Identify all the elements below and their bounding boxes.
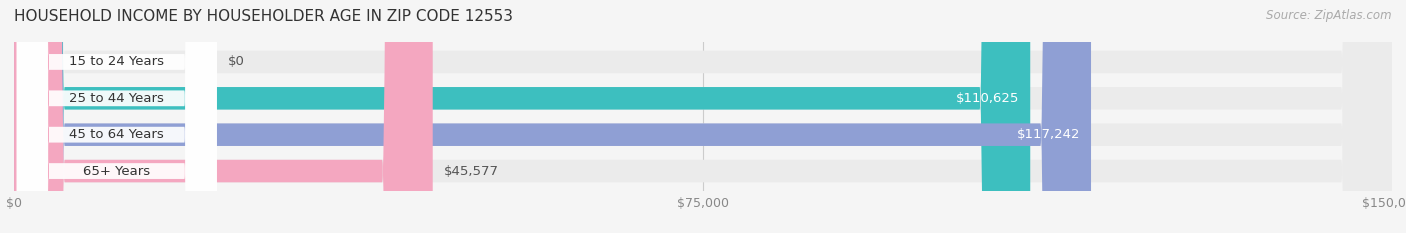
Text: $0: $0 <box>228 55 245 69</box>
FancyBboxPatch shape <box>14 0 433 233</box>
Text: Source: ZipAtlas.com: Source: ZipAtlas.com <box>1267 9 1392 22</box>
Text: 25 to 44 Years: 25 to 44 Years <box>69 92 165 105</box>
Text: 45 to 64 Years: 45 to 64 Years <box>69 128 165 141</box>
Text: HOUSEHOLD INCOME BY HOUSEHOLDER AGE IN ZIP CODE 12553: HOUSEHOLD INCOME BY HOUSEHOLDER AGE IN Z… <box>14 9 513 24</box>
Text: $45,577: $45,577 <box>444 164 499 178</box>
FancyBboxPatch shape <box>14 0 1031 233</box>
FancyBboxPatch shape <box>17 0 217 233</box>
FancyBboxPatch shape <box>14 0 1392 233</box>
FancyBboxPatch shape <box>14 0 1091 233</box>
FancyBboxPatch shape <box>14 0 1392 233</box>
Text: $117,242: $117,242 <box>1017 128 1080 141</box>
Text: $110,625: $110,625 <box>956 92 1019 105</box>
FancyBboxPatch shape <box>17 0 217 233</box>
FancyBboxPatch shape <box>14 0 1392 233</box>
FancyBboxPatch shape <box>17 0 217 233</box>
Text: 15 to 24 Years: 15 to 24 Years <box>69 55 165 69</box>
FancyBboxPatch shape <box>14 0 1392 233</box>
Text: 65+ Years: 65+ Years <box>83 164 150 178</box>
FancyBboxPatch shape <box>17 0 217 233</box>
